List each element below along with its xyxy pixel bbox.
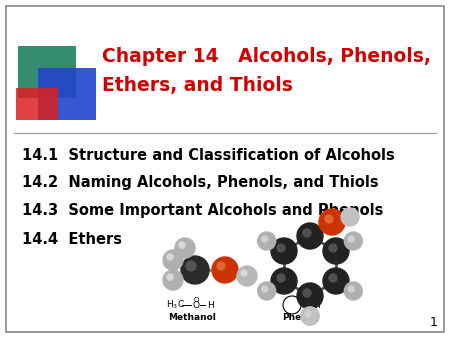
Circle shape — [271, 268, 297, 294]
Circle shape — [262, 286, 268, 292]
Circle shape — [319, 209, 345, 235]
Text: H: H — [207, 300, 213, 310]
Text: H: H — [313, 300, 320, 310]
Circle shape — [323, 268, 349, 294]
Circle shape — [341, 208, 359, 226]
Circle shape — [258, 282, 276, 300]
Circle shape — [271, 238, 297, 264]
Circle shape — [277, 274, 285, 282]
Circle shape — [217, 262, 225, 270]
Circle shape — [329, 244, 337, 252]
Text: Methanol: Methanol — [168, 314, 216, 322]
Bar — [38, 68, 96, 120]
Circle shape — [186, 261, 196, 271]
Text: Phenol: Phenol — [283, 314, 318, 322]
Circle shape — [297, 283, 323, 309]
Text: 1: 1 — [430, 316, 438, 330]
Circle shape — [348, 286, 354, 292]
Text: O: O — [194, 297, 199, 303]
Circle shape — [303, 229, 311, 237]
Circle shape — [175, 238, 195, 258]
Circle shape — [305, 311, 311, 317]
Circle shape — [163, 250, 183, 270]
Circle shape — [163, 270, 183, 290]
Circle shape — [241, 270, 247, 276]
Circle shape — [167, 274, 173, 280]
Circle shape — [212, 257, 238, 283]
Circle shape — [344, 282, 362, 300]
Text: 14.4  Ethers: 14.4 Ethers — [22, 232, 122, 246]
Circle shape — [301, 307, 319, 325]
Text: O: O — [302, 293, 309, 303]
Circle shape — [325, 215, 333, 223]
Circle shape — [262, 236, 268, 242]
Circle shape — [179, 242, 185, 248]
Circle shape — [258, 232, 276, 250]
Circle shape — [277, 244, 285, 252]
Text: 14.2  Naming Alcohols, Phenols, and Thiols: 14.2 Naming Alcohols, Phenols, and Thiol… — [22, 175, 378, 191]
Circle shape — [344, 232, 362, 250]
Bar — [16, 88, 58, 120]
Text: 14.3  Some Important Alcohols and Phenols: 14.3 Some Important Alcohols and Phenols — [22, 203, 383, 218]
Circle shape — [297, 223, 323, 249]
Text: 14.1  Structure and Classification of Alcohols: 14.1 Structure and Classification of Alc… — [22, 147, 395, 163]
Text: O: O — [193, 300, 199, 310]
Circle shape — [329, 274, 337, 282]
Text: Ethers, and Thiols: Ethers, and Thiols — [102, 76, 293, 96]
Circle shape — [303, 289, 311, 297]
Circle shape — [237, 266, 257, 286]
Text: $\mathregular{H_3C}$: $\mathregular{H_3C}$ — [166, 299, 184, 311]
Circle shape — [167, 254, 173, 260]
Circle shape — [181, 256, 209, 284]
Bar — [18, 46, 76, 98]
Circle shape — [348, 236, 354, 242]
Circle shape — [301, 307, 319, 325]
Text: Chapter 14   Alcohols, Phenols,: Chapter 14 Alcohols, Phenols, — [102, 47, 431, 66]
Circle shape — [323, 238, 349, 264]
